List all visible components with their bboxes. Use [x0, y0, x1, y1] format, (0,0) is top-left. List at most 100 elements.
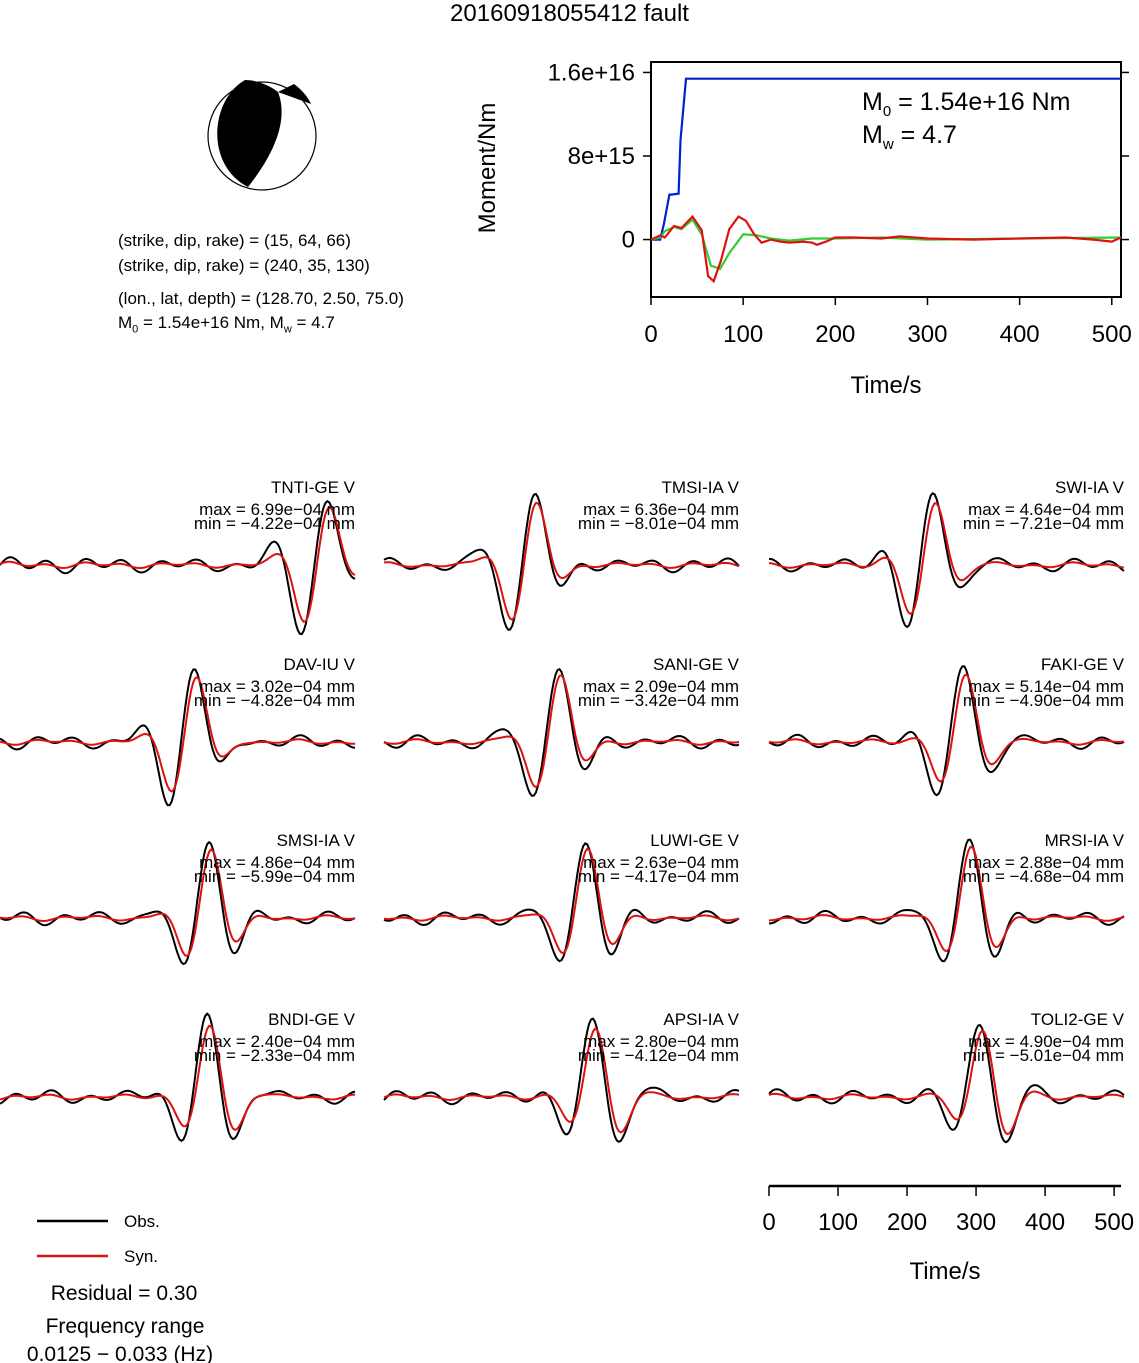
moment-chart-frame — [650, 61, 1122, 298]
moment-ytick-label: 0 — [622, 227, 635, 254]
station-max: max = 6.99e−04 mm — [199, 500, 355, 519]
syn-waveform — [0, 848, 356, 957]
obs-waveform — [383, 492, 740, 631]
station-name: SWI-IA V — [1055, 478, 1125, 497]
waveform-xtick-label: 100 — [818, 1209, 858, 1236]
syn-waveform — [383, 501, 740, 621]
station-name: FAKI-GE V — [1041, 655, 1125, 674]
syn-waveform — [383, 847, 740, 955]
station-min: min = −4.22e−04 mm — [194, 514, 355, 533]
legend-obs-label: Obs. — [124, 1212, 160, 1231]
station-max: max = 2.40e−04 mm — [199, 1032, 355, 1051]
moment-ylabel: Moment/Nm — [474, 103, 501, 234]
station-max: max = 4.64e−04 mm — [968, 500, 1124, 519]
moment-series-2 — [650, 214, 1122, 284]
obs-waveform — [0, 499, 356, 636]
station-max: max = 6.36e−04 mm — [583, 500, 739, 519]
residual-label: Residual = 0.30 — [51, 1282, 198, 1305]
station-max: max = 2.80e−04 mm — [583, 1032, 739, 1051]
moment-xlabel: Time/s — [850, 372, 921, 399]
obs-waveform — [383, 842, 740, 963]
moment-xtick-label: 400 — [1000, 321, 1040, 348]
syn-waveform — [768, 1029, 1125, 1136]
station-name: TOLI2-GE V — [1031, 1010, 1125, 1029]
syn-waveform — [383, 1027, 740, 1134]
moment-mw-annotation: Mw = 4.7 — [862, 121, 957, 153]
station-name: SANI-GE V — [653, 655, 740, 674]
station-min: min = −4.12e−04 mm — [578, 1046, 739, 1065]
waveform-xlabel: Time/s — [909, 1258, 980, 1285]
magnitude-label: M0 = 1.54e+16 Nm, Mw = 4.7 — [118, 313, 335, 336]
station-max: max = 5.14e−04 mm — [968, 677, 1124, 696]
syn-waveform — [383, 674, 740, 789]
legend-syn-label: Syn. — [124, 1247, 158, 1266]
moment-ytick-label: 1.6e+16 — [548, 59, 635, 86]
station-name: APSI-IA V — [663, 1010, 739, 1029]
station-min: min = −4.90e−04 mm — [963, 691, 1124, 710]
moment-xtick-label: 0 — [644, 321, 657, 348]
waveform-xtick-label: 500 — [1094, 1209, 1134, 1236]
moment-series-0 — [651, 77, 1121, 241]
syn-waveform — [768, 502, 1125, 616]
station-min: min = −4.82e−04 mm — [194, 691, 355, 710]
station-name: SMSI-IA V — [277, 831, 356, 850]
waveform-xtick-label: 200 — [887, 1209, 927, 1236]
syn-waveform — [0, 506, 356, 623]
station-max: max = 2.63e−04 mm — [583, 853, 739, 872]
page-title: 20160918055412 fault — [450, 0, 689, 27]
moment-m0-annotation: M0 = 1.54e+16 Nm — [862, 88, 1070, 120]
station-name: TMSI-IA V — [662, 478, 740, 497]
station-name: DAV-IU V — [284, 655, 356, 674]
location-label: (lon., lat, depth) = (128.70, 2.50, 75.0… — [118, 289, 404, 308]
waveform-xtick-label: 400 — [1025, 1209, 1065, 1236]
station-name: TNTI-GE V — [271, 478, 356, 497]
frequency-heading: Frequency range — [46, 1315, 205, 1338]
station-max: max = 4.86e−04 mm — [199, 853, 355, 872]
waveform-time-axis: Time/s 0 100 200 300 400 500 — [762, 1184, 1134, 1285]
station-max: max = 2.88e−04 mm — [968, 853, 1124, 872]
station-min: min = −8.01e−04 mm — [578, 514, 739, 533]
waveform-xtick-label: 300 — [956, 1209, 996, 1236]
syn-waveform — [768, 845, 1125, 953]
moment-xtick-label: 200 — [815, 321, 855, 348]
moment-xtick-label: 500 — [1092, 321, 1132, 348]
station-name: LUWI-GE V — [650, 831, 739, 850]
station-min: min = −7.21e−04 mm — [963, 514, 1124, 533]
syn-waveform — [768, 673, 1125, 783]
nodal-plane-1-label: (strike, dip, rake) = (15, 64, 66) — [118, 231, 351, 250]
syn-waveform — [0, 1024, 356, 1131]
beachball — [207, 80, 317, 191]
station-min: min = −4.68e−04 mm — [963, 867, 1124, 886]
station-max: max = 4.90e−04 mm — [968, 1032, 1124, 1051]
obs-waveform — [768, 1023, 1125, 1144]
legend: Obs. Syn. — [37, 1212, 160, 1266]
station-min: min = −3.42e−04 mm — [578, 691, 739, 710]
waveform-xtick-label: 0 — [762, 1209, 775, 1236]
station-max: max = 2.09e−04 mm — [583, 677, 739, 696]
syn-waveform — [0, 676, 355, 793]
moment-xtick-label: 300 — [907, 321, 947, 348]
station-min: min = −4.17e−04 mm — [578, 867, 739, 886]
moment-chart: 0 8e+15 1.6e+16 0 100 200 300 400 500 Moment/Nm… — [474, 59, 1132, 399]
station-name: BNDI-GE V — [268, 1010, 356, 1029]
frequency-range: 0.0125 − 0.033 (Hz) — [27, 1343, 213, 1363]
station-min: min = −2.33e−04 mm — [194, 1046, 355, 1065]
station-min: min = −5.99e−04 mm — [194, 867, 355, 886]
moment-ytick-label: 8e+15 — [568, 143, 635, 170]
station-max: max = 3.02e−04 mm — [199, 677, 355, 696]
nodal-plane-2-label: (strike, dip, rake) = (240, 35, 130) — [118, 256, 370, 275]
moment-xtick-label: 100 — [723, 321, 763, 348]
